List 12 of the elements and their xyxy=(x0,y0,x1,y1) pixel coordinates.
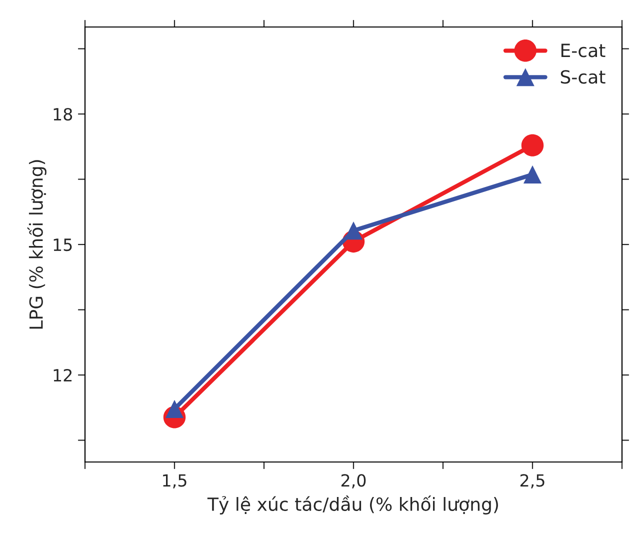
legend-label: S-cat xyxy=(560,70,606,84)
y-axis-title: LPG (% khối lượng) xyxy=(27,160,46,329)
y-tick-label: 12 xyxy=(54,368,72,382)
y-tick-label: 18 xyxy=(54,108,72,121)
point xyxy=(523,165,542,184)
legend-label: E-cat xyxy=(561,44,606,58)
x-tick-label: 2,5 xyxy=(520,474,544,488)
y-tick-label: 15 xyxy=(54,238,72,252)
x-tick-label: 1,5 xyxy=(163,474,186,488)
x-axis-title: Tỷ lệ xúc tác/dầu (% khối lượng) xyxy=(207,495,498,515)
x-tick-label: 2,0 xyxy=(341,474,366,488)
point xyxy=(521,134,544,156)
